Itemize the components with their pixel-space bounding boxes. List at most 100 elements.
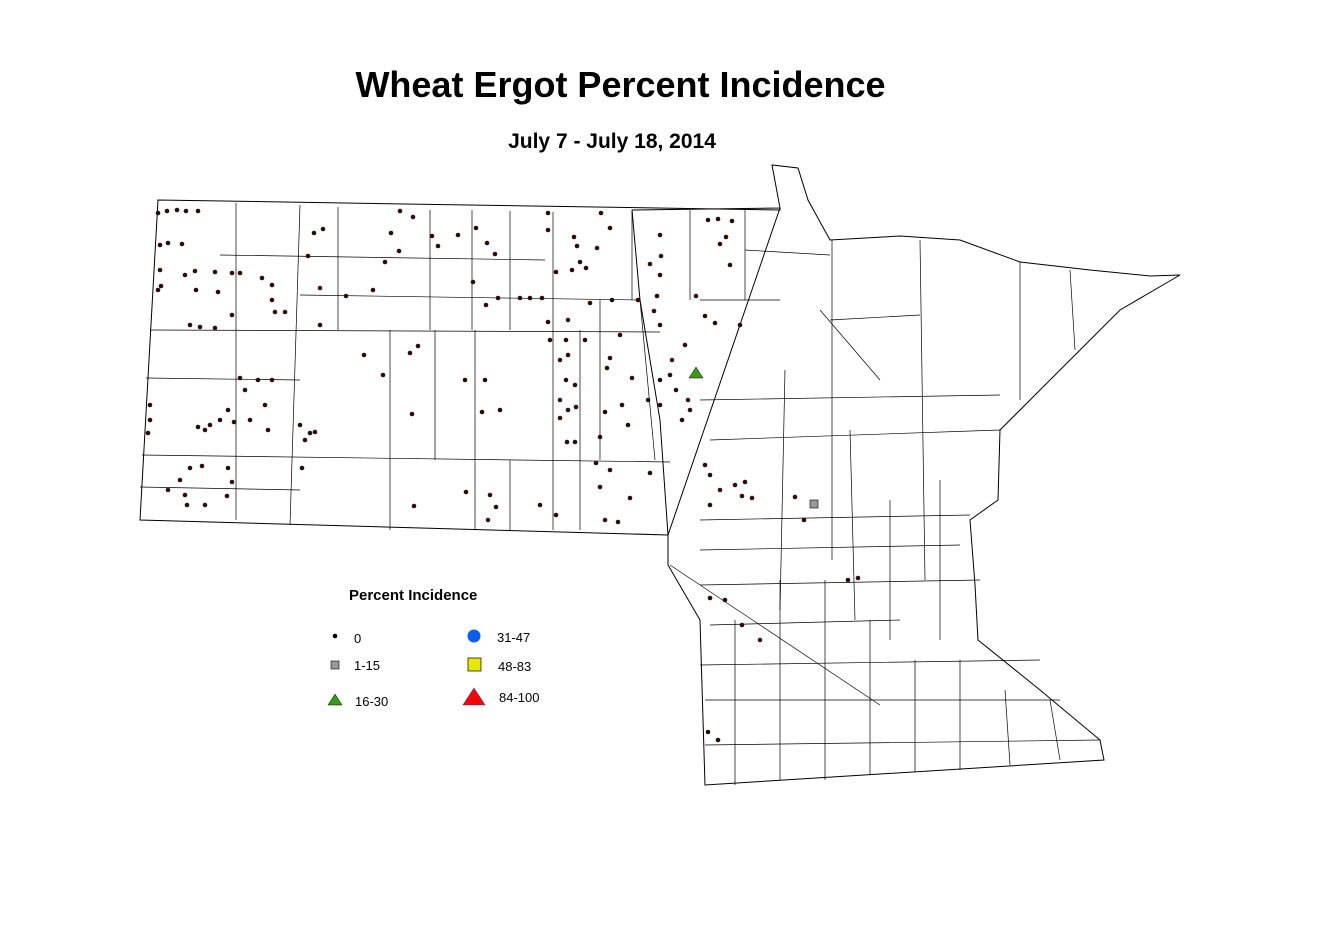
site-marker-0 xyxy=(564,439,570,445)
county-boundary xyxy=(1049,699,1061,761)
site-marker-0 xyxy=(693,293,699,299)
site-marker-0 xyxy=(545,319,551,325)
map-subtitle: July 7 - July 18, 2014 xyxy=(508,130,716,153)
site-marker-0 xyxy=(717,241,723,247)
legend-triangle-icon xyxy=(327,693,343,706)
site-marker-0 xyxy=(607,467,613,473)
site-marker-0 xyxy=(212,325,218,331)
legend-triangle-icon xyxy=(462,687,486,706)
site-marker-0 xyxy=(202,502,208,508)
site-marker-0 xyxy=(411,503,417,509)
county-boundary xyxy=(819,309,881,381)
county-boundary xyxy=(849,429,856,621)
legend-circle-icon xyxy=(467,629,481,643)
site-marker-0 xyxy=(657,377,663,383)
site-marker-0 xyxy=(617,332,623,338)
site-marker-0 xyxy=(407,350,413,356)
legend-label-16-30: 16-30 xyxy=(355,694,389,709)
site-marker-0 xyxy=(455,232,461,238)
legend-square-icon xyxy=(330,660,340,670)
site-marker-0 xyxy=(607,225,613,231)
site-marker-0 xyxy=(571,234,577,240)
site-marker-0 xyxy=(635,297,641,303)
county-boundary xyxy=(1069,269,1076,351)
site-marker-0 xyxy=(485,517,491,523)
site-marker-0 xyxy=(687,407,693,413)
site-marker-0 xyxy=(845,577,851,583)
site-marker-0 xyxy=(679,417,685,423)
site-marker-0 xyxy=(179,241,185,247)
site-marker-0 xyxy=(705,217,711,223)
site-marker-0 xyxy=(647,261,653,267)
site-marker-0 xyxy=(557,415,563,421)
site-marker-0 xyxy=(597,434,603,440)
site-marker-0 xyxy=(801,517,807,523)
site-marker-0 xyxy=(463,489,469,495)
county-boundary xyxy=(669,564,881,706)
site-marker-0 xyxy=(792,494,798,500)
site-marker-0 xyxy=(231,419,237,425)
county-boundary xyxy=(699,579,981,586)
county-boundary xyxy=(149,329,661,333)
county-boundary xyxy=(699,544,961,551)
site-marker-0 xyxy=(397,208,403,214)
site-marker-0 xyxy=(673,387,679,393)
legend-symbols xyxy=(327,629,486,706)
site-marker-0 xyxy=(667,372,673,378)
site-marker-0 xyxy=(629,375,635,381)
site-marker-0 xyxy=(609,297,615,303)
site-marker-0 xyxy=(619,402,625,408)
site-marker-0 xyxy=(259,275,265,281)
site-marker-0 xyxy=(479,409,485,415)
site-marker-0 xyxy=(732,482,738,488)
site-marker-0 xyxy=(484,240,490,246)
county-boundary xyxy=(141,454,671,463)
site-marker-0 xyxy=(657,232,663,238)
site-marker-0 xyxy=(557,397,563,403)
site-marker-0 xyxy=(487,492,493,498)
site-marker-0 xyxy=(157,267,163,273)
site-marker-0 xyxy=(317,322,323,328)
site-markers xyxy=(145,207,861,743)
site-marker-0 xyxy=(647,470,653,476)
site-marker-0 xyxy=(582,337,588,343)
site-marker-0 xyxy=(183,208,189,214)
site-marker-0 xyxy=(547,337,553,343)
site-marker-0 xyxy=(493,504,499,510)
site-marker-1-15 xyxy=(809,499,819,509)
site-marker-0 xyxy=(312,429,318,435)
site-marker-0 xyxy=(415,343,421,349)
site-marker-0 xyxy=(712,320,718,326)
site-marker-0 xyxy=(627,495,633,501)
site-marker-0 xyxy=(269,297,275,303)
site-marker-0 xyxy=(727,262,733,268)
site-marker-0 xyxy=(702,313,708,319)
site-marker-0 xyxy=(572,439,578,445)
legend-square-icon xyxy=(467,657,482,672)
county-boundary xyxy=(1004,689,1011,766)
site-marker-0 xyxy=(187,465,193,471)
county-boundary xyxy=(829,314,921,321)
site-marker-0 xyxy=(682,342,688,348)
site-marker-0 xyxy=(470,279,476,285)
site-marker-0 xyxy=(195,424,201,430)
site-marker-0 xyxy=(202,427,208,433)
site-marker-0 xyxy=(361,352,367,358)
site-marker-0 xyxy=(237,375,243,381)
site-marker-0 xyxy=(197,324,203,330)
site-marker-16-30 xyxy=(688,366,704,379)
site-marker-0 xyxy=(212,269,218,275)
site-marker-0 xyxy=(557,357,563,363)
site-marker-0 xyxy=(723,234,729,240)
county-boundary xyxy=(289,204,301,526)
site-marker-0 xyxy=(343,293,349,299)
site-marker-0 xyxy=(702,462,708,468)
site-marker-0 xyxy=(742,479,748,485)
county-boundary xyxy=(709,429,1001,441)
site-marker-0 xyxy=(495,295,501,301)
legend-label-48-83: 48-83 xyxy=(498,659,532,674)
county-boundary xyxy=(919,239,926,581)
site-marker-0 xyxy=(174,207,180,213)
county-boundary xyxy=(139,486,301,491)
